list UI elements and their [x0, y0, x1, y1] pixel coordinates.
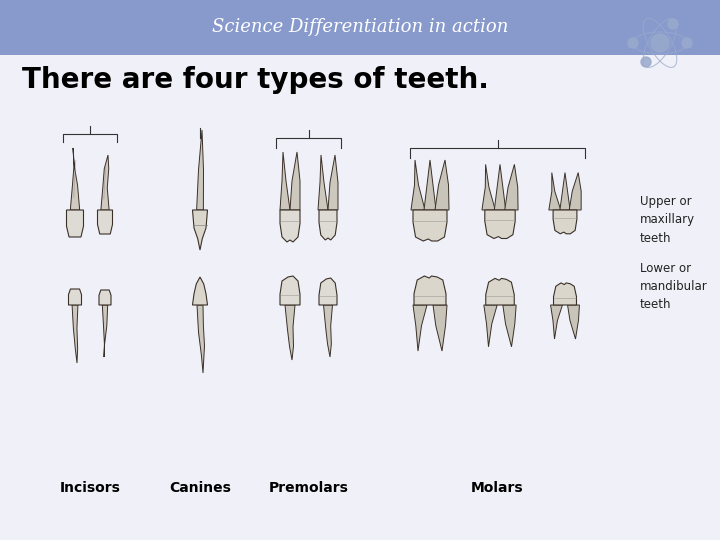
- Bar: [0, 0, 720, 55]
- Polygon shape: [323, 305, 333, 357]
- Polygon shape: [99, 290, 111, 305]
- Polygon shape: [68, 289, 81, 305]
- Circle shape: [682, 38, 692, 48]
- Circle shape: [651, 34, 669, 52]
- Polygon shape: [554, 283, 577, 305]
- Text: Upper or
maxillary
teeth: Upper or maxillary teeth: [640, 195, 695, 245]
- Text: Incisors: Incisors: [60, 481, 120, 495]
- Text: Premolars: Premolars: [269, 481, 349, 495]
- Polygon shape: [197, 305, 204, 373]
- Polygon shape: [549, 173, 561, 210]
- Polygon shape: [71, 148, 80, 210]
- Polygon shape: [482, 164, 495, 210]
- Text: Lower or
mandibular
teeth: Lower or mandibular teeth: [640, 262, 708, 312]
- Polygon shape: [570, 173, 581, 210]
- Polygon shape: [567, 305, 580, 339]
- Polygon shape: [414, 276, 446, 305]
- Polygon shape: [280, 276, 300, 305]
- Polygon shape: [553, 210, 577, 234]
- Polygon shape: [319, 278, 337, 305]
- Polygon shape: [197, 130, 204, 210]
- Polygon shape: [435, 160, 449, 210]
- Polygon shape: [97, 210, 112, 234]
- Polygon shape: [72, 305, 78, 363]
- Polygon shape: [66, 210, 84, 237]
- Polygon shape: [102, 305, 108, 357]
- Circle shape: [628, 38, 638, 48]
- Polygon shape: [560, 173, 570, 210]
- Polygon shape: [485, 210, 516, 239]
- Text: Science Differentiation in action: Science Differentiation in action: [212, 18, 508, 37]
- Polygon shape: [280, 152, 290, 210]
- Polygon shape: [328, 155, 338, 210]
- Circle shape: [668, 19, 678, 29]
- Polygon shape: [484, 305, 497, 347]
- Text: There are four types of teeth.: There are four types of teeth.: [22, 66, 489, 94]
- Text: Molars: Molars: [471, 481, 524, 495]
- Polygon shape: [285, 305, 295, 360]
- Polygon shape: [413, 305, 427, 351]
- Polygon shape: [413, 210, 447, 241]
- Polygon shape: [319, 210, 337, 240]
- Polygon shape: [433, 305, 447, 351]
- Circle shape: [641, 57, 651, 67]
- Polygon shape: [101, 155, 109, 210]
- Polygon shape: [411, 160, 425, 210]
- Polygon shape: [424, 160, 436, 210]
- Polygon shape: [318, 155, 328, 210]
- Polygon shape: [280, 210, 300, 242]
- Polygon shape: [505, 164, 518, 210]
- Text: Canines: Canines: [169, 481, 231, 495]
- Polygon shape: [192, 210, 207, 250]
- Polygon shape: [192, 277, 207, 305]
- Polygon shape: [290, 152, 300, 210]
- Polygon shape: [551, 305, 562, 339]
- Polygon shape: [486, 279, 514, 305]
- Polygon shape: [495, 164, 505, 210]
- Polygon shape: [503, 305, 516, 347]
